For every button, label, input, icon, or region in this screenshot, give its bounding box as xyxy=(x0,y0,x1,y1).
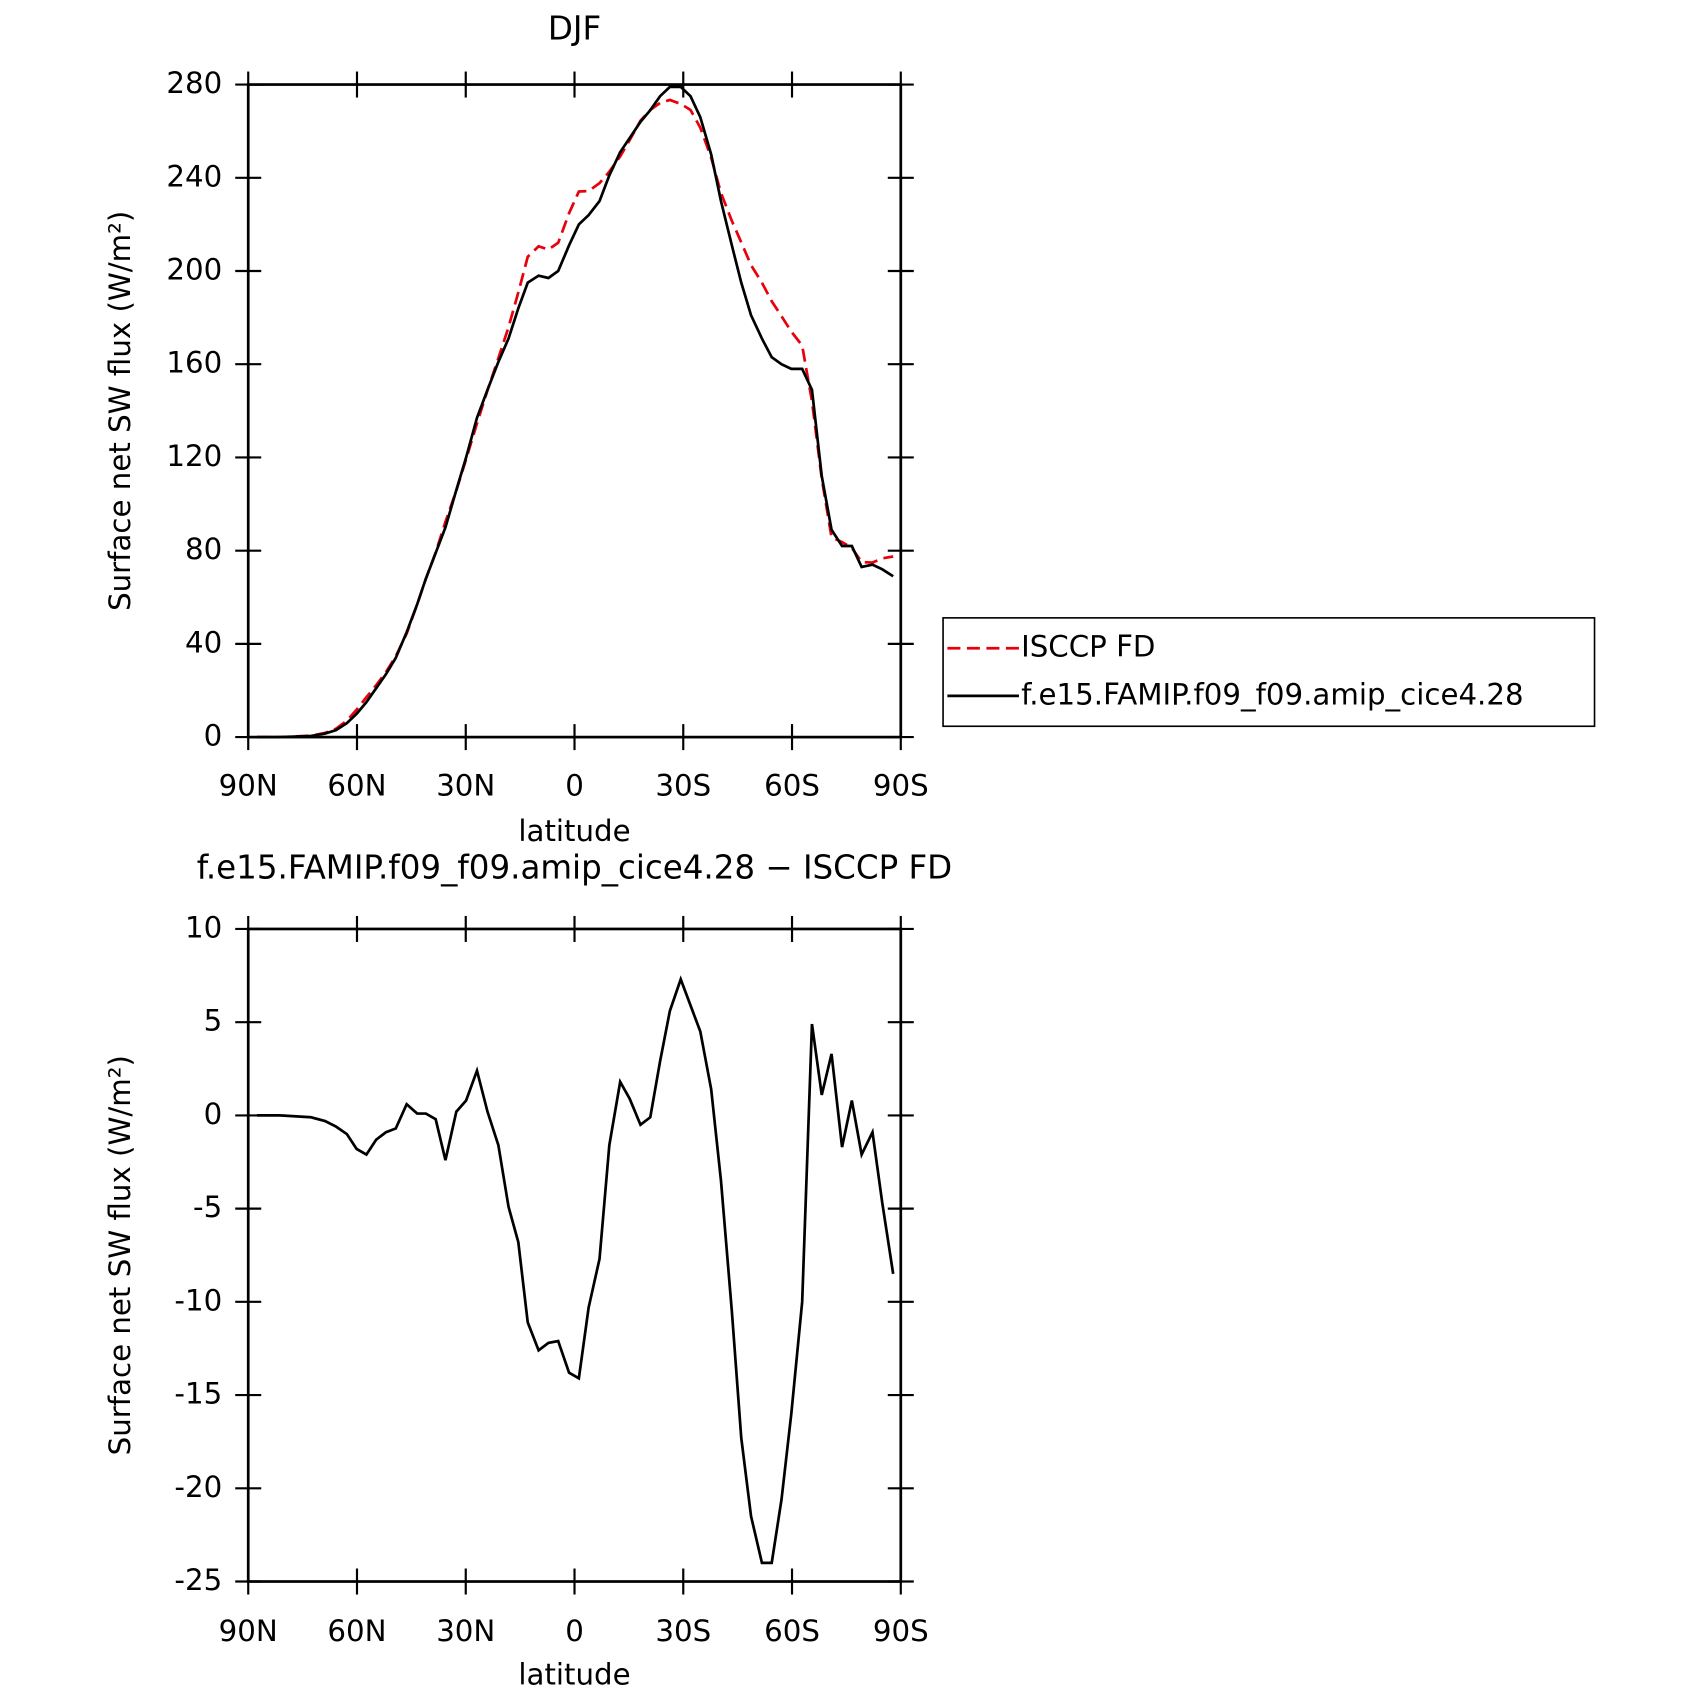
y-tick-label: -10 xyxy=(174,1283,222,1317)
y-tick-label: 200 xyxy=(166,252,222,286)
x-tick-label: 90N xyxy=(219,768,278,802)
x-tick-label: 90S xyxy=(873,1614,929,1648)
x-tick-label: 60S xyxy=(764,1614,820,1648)
y-axis-label: Surface net SW flux (W/m²) xyxy=(103,1055,137,1455)
x-tick-label: 0 xyxy=(565,1614,584,1648)
y-tick-label: 240 xyxy=(166,159,222,193)
data-line xyxy=(256,98,894,739)
y-tick-label: 280 xyxy=(166,66,222,100)
x-tick-label: 60S xyxy=(764,768,820,802)
y-tick-label: -25 xyxy=(174,1563,222,1597)
x-tick-label: 30S xyxy=(655,1614,711,1648)
x-tick-label: 30N xyxy=(436,768,495,802)
x-axis-label: latitude xyxy=(518,814,630,848)
x-tick-label: 0 xyxy=(565,768,584,802)
y-tick-label: -15 xyxy=(174,1377,222,1411)
y-tick-label: -5 xyxy=(193,1190,222,1224)
x-tick-label: 30S xyxy=(655,768,711,802)
x-tick-label: 90S xyxy=(873,768,929,802)
legend-label: ISCCP FD xyxy=(1021,630,1155,664)
y-tick-label: 10 xyxy=(185,910,222,944)
x-tick-label: 30N xyxy=(436,1614,495,1648)
x-tick-label: 60N xyxy=(327,1614,386,1648)
y-tick-label: 80 xyxy=(185,532,222,566)
data-line xyxy=(256,975,895,1565)
y-tick-label: 0 xyxy=(204,1097,223,1131)
y-tick-label: 40 xyxy=(185,625,222,659)
y-tick-label: -20 xyxy=(174,1470,222,1504)
data-line xyxy=(256,85,894,739)
y-tick-label: 120 xyxy=(166,439,222,473)
legend-box xyxy=(942,617,1596,728)
y-tick-label: 5 xyxy=(204,1004,223,1038)
x-tick-label: 60N xyxy=(327,768,386,802)
chart-title: f.e15.FAMIP.f09_f09.amip_cice4.28 − ISCC… xyxy=(197,848,952,886)
y-tick-label: 160 xyxy=(166,346,222,380)
y-axis-label: Surface net SW flux (W/m²) xyxy=(103,211,137,611)
chart-title: DJF xyxy=(548,9,601,47)
x-axis-label: latitude xyxy=(518,1657,630,1691)
x-tick-label: 90N xyxy=(219,1614,278,1648)
plot-frame xyxy=(246,927,903,1583)
legend: ISCCP FD f.e15.FAMIP.f09_f09.amip_cice4.2… xyxy=(942,617,1596,728)
plot-frame xyxy=(246,83,903,739)
y-tick-label: 0 xyxy=(204,719,223,753)
legend-label: f.e15.FAMIP.f09_f09.amip_cice4.28 xyxy=(1021,677,1523,711)
